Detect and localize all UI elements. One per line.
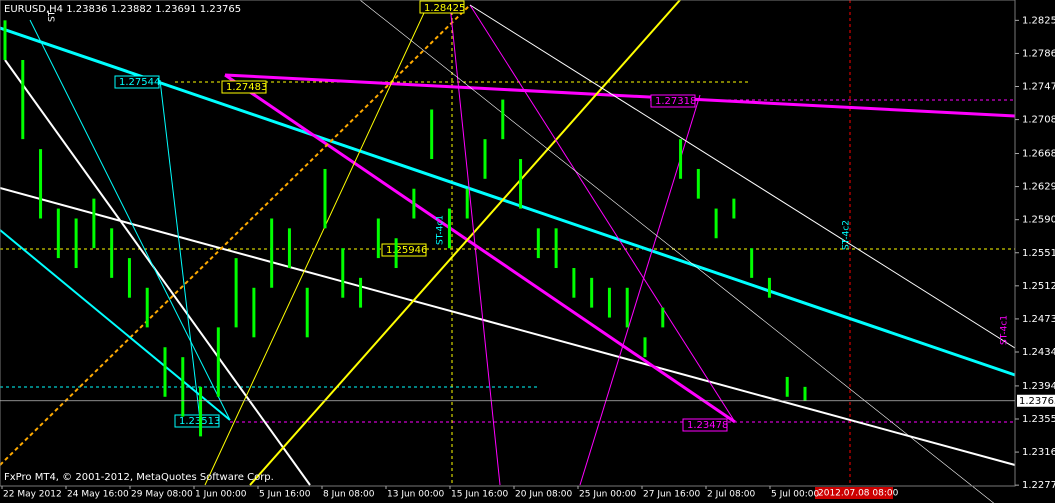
chart-title: EURUSD,H4 1.23836 1.23882 1.23691 1.2376… [4, 4, 241, 15]
y-tick-label: 1.23160 [1022, 447, 1055, 458]
x-tick-label: 5 Jun 16:00 [259, 490, 311, 500]
y-tick-label: 1.27860 [1022, 48, 1055, 59]
time-marker-box [815, 487, 893, 499]
annotation: 1.27544 [119, 77, 160, 88]
y-tick-label: 1.25120 [1022, 281, 1055, 292]
x-tick-label: 22 May 2012 [3, 490, 62, 500]
x-tick-label: 29 May 08:00 [131, 490, 193, 500]
drawings [0, 0, 1016, 503]
x-tick-label: 13 Jun 00:00 [387, 490, 444, 500]
object-name: ST-4c2 [842, 220, 852, 250]
y-tick-label: 1.28250 [1022, 15, 1055, 26]
y-tick-label: 1.22770 [1022, 480, 1055, 491]
y-tick-label: 1.23940 [1022, 381, 1055, 392]
annotation: 1.28425 [424, 3, 465, 14]
y-tick-label: 1.23550 [1022, 414, 1055, 425]
annotation: 1.27318 [655, 96, 696, 107]
x-tick-label: 25 Jun 00:00 [579, 490, 636, 500]
annotation: 1.27483 [226, 82, 267, 93]
x-tick-label: 5 Jul 00:00 [771, 490, 820, 500]
x-tick-label: 27 Jun 16:00 [643, 490, 700, 500]
annotations: 1.28425 1.27544 1.27483 1.27318 1.25946 … [48, 0, 1010, 432]
y-tick-label: 1.24340 [1022, 347, 1055, 358]
time-marker: 2012.07.08 08:00 [818, 489, 899, 499]
object-name: ST [48, 10, 58, 22]
x-tick-label: 1 Jun 00:00 [195, 490, 247, 500]
footer: FxPro MT4, © 2001-2012, MetaQuotes Softw… [4, 472, 274, 483]
annotation: 1.25946 [386, 245, 427, 256]
object-name: ST-4c1 [436, 215, 446, 245]
x-tick-label: 2 Jul 08:00 [707, 490, 756, 500]
y-tick-label: 1.26290 [1022, 182, 1055, 193]
x-tick-label: 20 Jun 08:00 [515, 490, 572, 500]
y-tick-label: 1.26680 [1022, 149, 1055, 160]
current-price-box [1017, 394, 1055, 407]
y-tick-label: 1.27080 [1022, 115, 1055, 126]
y-tick-label: 1.25510 [1022, 248, 1055, 259]
y-tick-label: 1.24730 [1022, 314, 1055, 325]
y-tick-label: 1.25900 [1022, 215, 1055, 226]
annotation: 1.23478 [687, 420, 728, 431]
object-name: ST-4c1 [1000, 315, 1010, 345]
y-tick-label: 1.27470 [1022, 82, 1055, 93]
x-tick-label: 24 May 16:00 [67, 490, 129, 500]
x-tick-label: 15 Jun 16:00 [451, 490, 508, 500]
current-price-label: 1.23765 [1019, 396, 1055, 407]
x-tick-label: 8 Jun 08:00 [323, 490, 375, 500]
